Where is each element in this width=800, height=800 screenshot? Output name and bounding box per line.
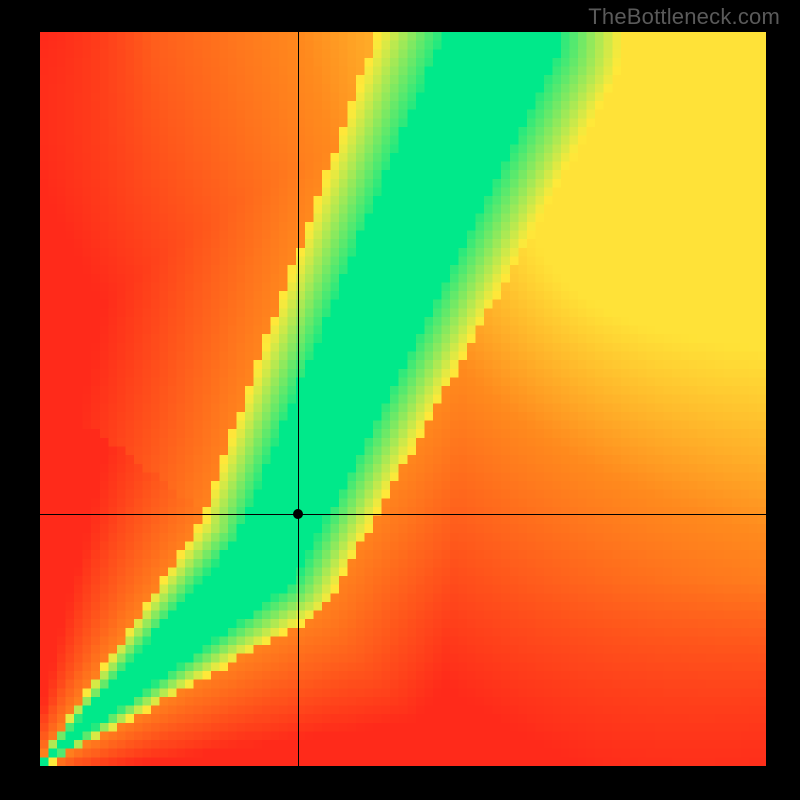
heatmap-canvas	[40, 32, 766, 766]
crosshair-vertical	[298, 32, 299, 766]
watermark-text: TheBottleneck.com	[588, 4, 780, 30]
crosshair-marker	[293, 509, 303, 519]
crosshair-horizontal	[40, 514, 766, 515]
chart-container: TheBottleneck.com	[0, 0, 800, 800]
